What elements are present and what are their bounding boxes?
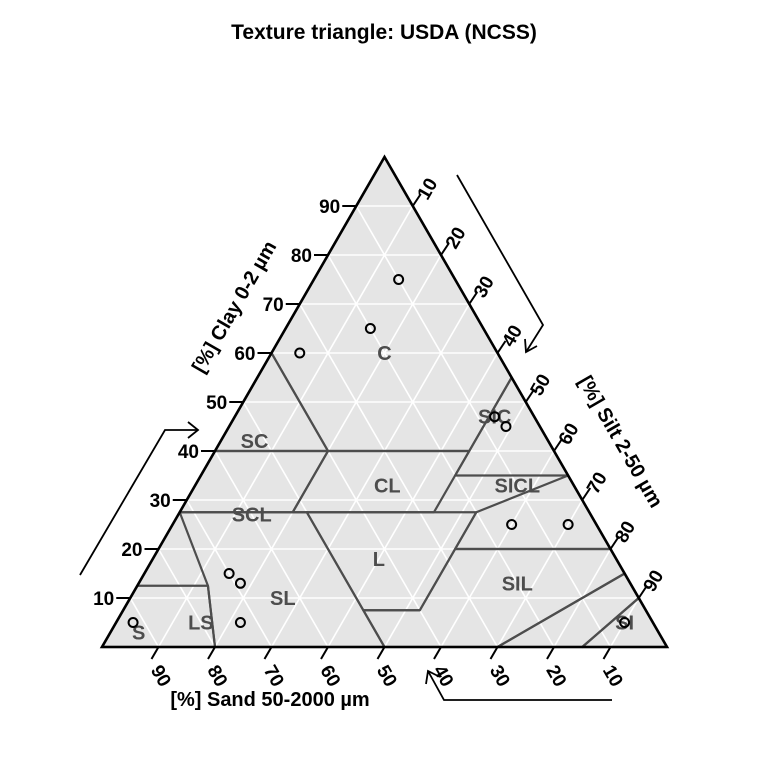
clay-tick-label: 20 xyxy=(121,540,142,561)
sand-tick-label: 60 xyxy=(315,662,344,691)
sand-tick xyxy=(434,647,441,659)
sand-direction-arrow xyxy=(428,671,612,700)
sand-tick xyxy=(378,647,385,659)
sand-tick xyxy=(152,647,159,659)
sand-tick-label: 30 xyxy=(485,662,514,691)
class-label-l: L xyxy=(373,549,385,571)
sand-tick-label: 10 xyxy=(598,662,627,691)
sand-axis-title: [%] Sand 50-2000 µm xyxy=(170,689,369,711)
class-label-si: SI xyxy=(615,613,634,635)
sand-tick-label: 50 xyxy=(372,662,401,691)
sand-tick xyxy=(208,647,215,659)
class-label-sc: SC xyxy=(241,431,269,453)
class-label-scl: SCL xyxy=(232,505,272,527)
sand-tick-label: 80 xyxy=(202,662,231,691)
clay-tick-label: 70 xyxy=(263,295,284,316)
clay-tick-label: 60 xyxy=(234,344,255,365)
sand-tick xyxy=(321,647,328,659)
sand-tick xyxy=(604,647,611,659)
sand-tick-label: 40 xyxy=(428,662,457,691)
class-label-sic: SIC xyxy=(478,407,511,429)
class-label-sl: SL xyxy=(270,588,296,610)
sand-tick-label: 70 xyxy=(259,662,288,691)
clay-tick-label: 30 xyxy=(150,491,171,512)
clay-tick-label: 10 xyxy=(93,589,114,610)
clay-tick-label: 40 xyxy=(178,442,199,463)
sand-tick xyxy=(265,647,272,659)
sand-tick-label: 90 xyxy=(146,662,175,691)
class-label-sil: SIL xyxy=(502,573,533,595)
class-label-ls: LS xyxy=(188,613,214,635)
clay-tick-label: 80 xyxy=(291,246,312,267)
clay-tick-label: 90 xyxy=(319,197,340,218)
class-label-c: C xyxy=(377,343,391,365)
class-label-s: S xyxy=(132,622,145,644)
chart-title: Texture triangle: USDA (NCSS) xyxy=(231,21,537,44)
sand-tick xyxy=(547,647,554,659)
class-label-sicl: SICL xyxy=(494,475,540,497)
sand-tick xyxy=(491,647,498,659)
class-label-cl: CL xyxy=(374,475,401,497)
sand-tick-label: 20 xyxy=(541,662,570,691)
clay-tick-label: 50 xyxy=(206,393,227,414)
